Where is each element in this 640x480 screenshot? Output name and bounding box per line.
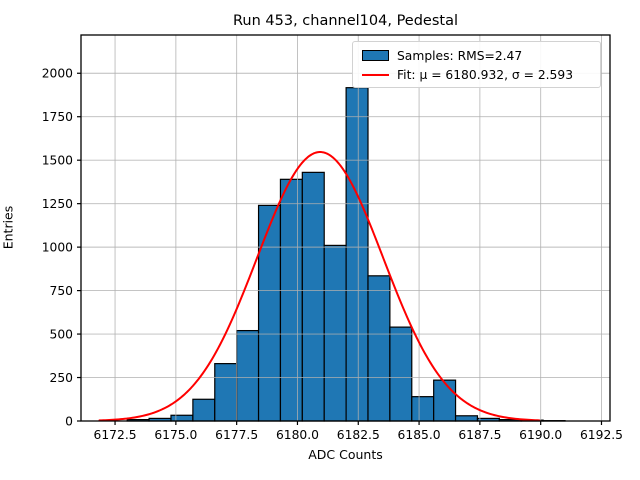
y-tick-label: 750 [50,284,73,298]
legend-entry-fit: Fit: μ = 6180.932, σ = 2.593 [362,66,592,83]
histogram-bar [323,244,347,422]
y-tick-label: 2000 [42,67,73,81]
gaussian-fit-curve [98,151,541,422]
y-tick-label: 1750 [42,110,73,124]
histogram-bar [389,326,413,422]
y-tick-label: 1250 [42,197,73,211]
legend-fit-label: Fit: μ = 6180.932, σ = 2.593 [397,67,574,82]
histogram-bar [192,398,216,422]
x-tick-label: 6175.0 [154,428,197,442]
histogram-bar [345,87,369,422]
x-tick-label: 6187.5 [458,428,501,442]
legend-samples-label: Samples: RMS=2.47 [397,48,523,63]
fit-curve-layer [98,151,541,422]
y-tick-label: 1000 [42,240,73,254]
histogram-bar [411,396,435,422]
y-axis-label: Entries [0,205,16,250]
plot-frame [80,34,611,422]
x-axis-label: ADC Counts [308,447,383,462]
legend-entry-samples: Samples: RMS=2.47 [362,47,592,64]
plot-title: Run 453, channel104, Pedestal [232,13,458,29]
legend: Samples: RMS=2.47 Fit: μ = 6180.932, σ =… [352,41,601,88]
x-tick-label: 6180.0 [276,428,319,442]
histogram-bar [301,171,325,422]
y-tick-label: 500 [50,327,73,341]
x-tick-label: 6185.0 [398,428,441,442]
x-tick-label: 6192.5 [580,428,623,442]
x-tick-label: 6177.5 [215,428,258,442]
histogram-bar [454,415,479,422]
histogram-bar [214,363,238,422]
y-tick-label: 0 [65,414,73,428]
histogram-bars-layer [126,87,566,422]
fit-line-swatch-icon [362,73,389,76]
y-tick-label: 1500 [42,153,73,167]
axes-layer [77,34,611,425]
x-tick-label: 6190.0 [519,428,562,442]
histogram-bar [257,204,282,422]
histogram-bar [170,414,194,422]
histogram-bar [236,329,260,422]
histogram-bar [367,275,391,422]
histogram-bar [433,379,457,422]
x-tick-label: 6172.5 [94,428,137,442]
y-tick-label: 250 [50,371,73,385]
x-tick-label: 6182.5 [337,428,380,442]
histogram-bar [279,178,303,422]
samples-swatch-icon [362,50,389,61]
tick-labels-layer: 6172.5 6175.0 6177.5 6180.0 6182.5 6185.0 6187… [42,67,623,442]
